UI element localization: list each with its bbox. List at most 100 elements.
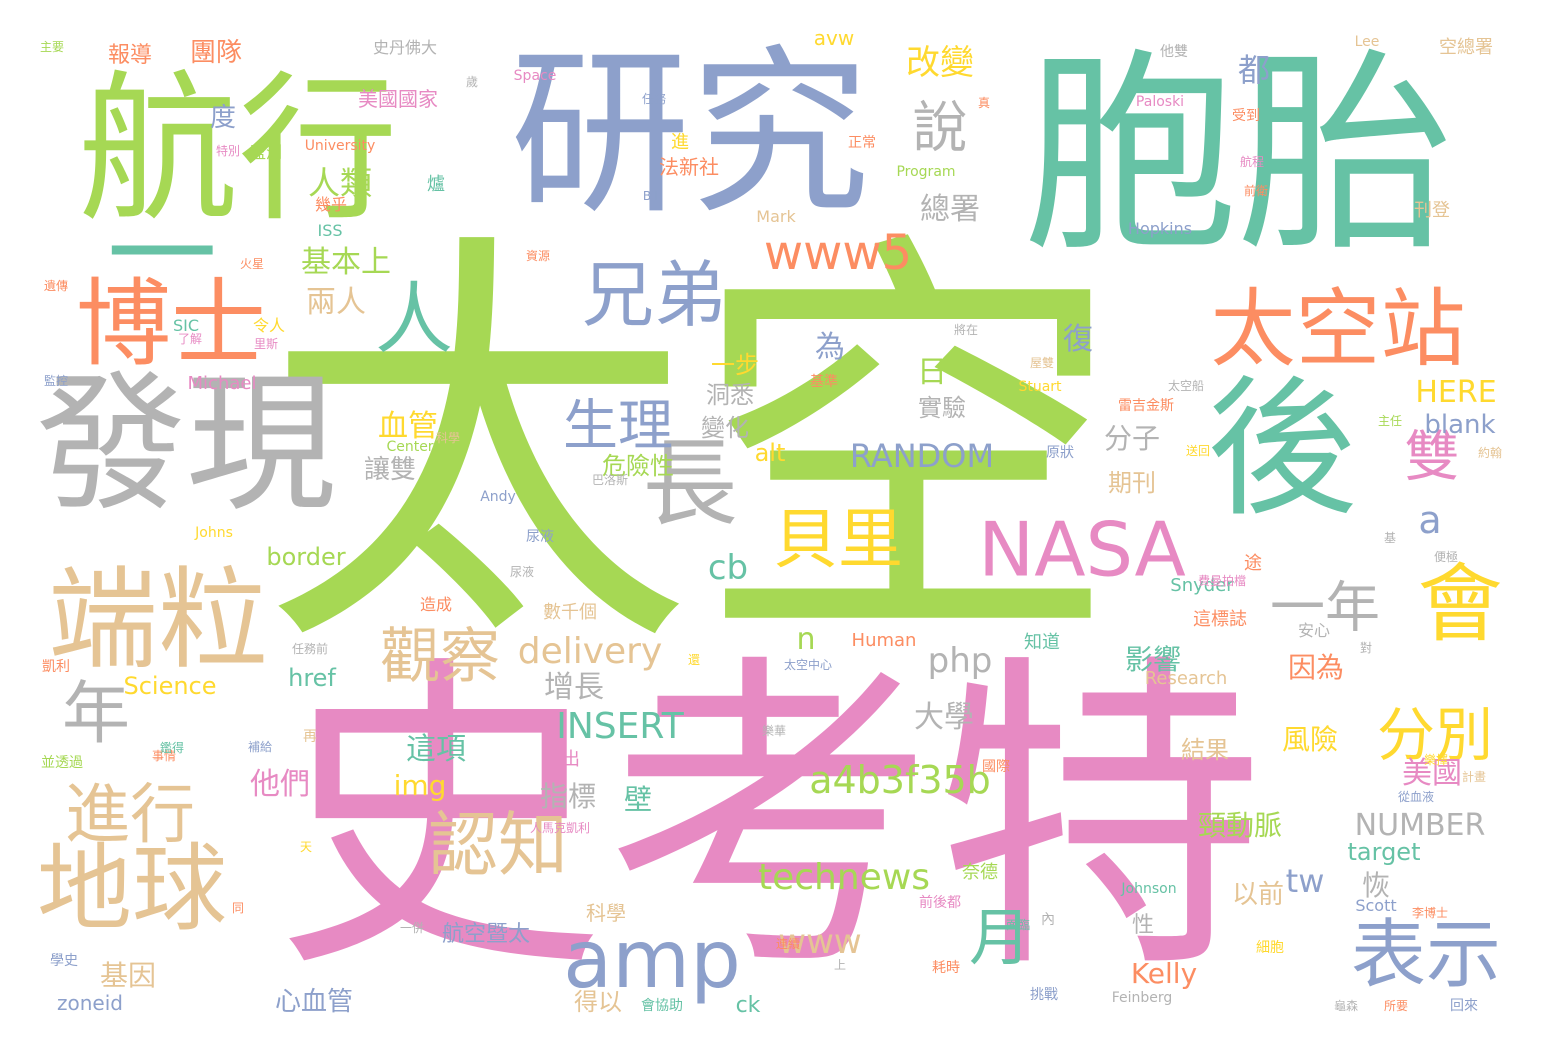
word: 國際: [982, 759, 1010, 775]
word: a4b3f35b: [809, 758, 991, 802]
word: Center: [386, 439, 434, 455]
word: ck: [735, 993, 761, 1018]
word: Program: [896, 164, 956, 180]
word: 太空: [262, 200, 1122, 700]
word: 日: [917, 355, 947, 390]
word: 研究: [509, 30, 871, 239]
word: 主任: [1377, 414, 1403, 428]
word: Scott: [1355, 896, 1397, 915]
word: 風險: [1281, 723, 1339, 756]
word: 對: [1359, 641, 1373, 655]
word: Mark: [756, 207, 796, 226]
word: 美國: [1402, 756, 1462, 791]
word: 航空暨太: [441, 922, 531, 947]
word: 刊登: [1414, 200, 1450, 221]
word: 太空船: [1167, 379, 1205, 393]
word: 雙: [1404, 424, 1460, 489]
word: Andy: [480, 489, 516, 505]
word: 兩人: [306, 285, 366, 320]
word: Feinberg: [1111, 990, 1173, 1006]
word: 太空中心: [783, 658, 833, 672]
word: 里斯: [253, 337, 279, 351]
word: 主要: [39, 40, 65, 54]
word: 事情: [151, 749, 177, 763]
word: 壁: [623, 783, 653, 816]
word: 從血液: [1397, 790, 1435, 804]
word: 造成: [419, 595, 453, 614]
word: 基: [1383, 531, 1397, 545]
word: 受到: [1232, 108, 1260, 124]
word: cb: [707, 548, 749, 588]
word: 期刊: [1108, 469, 1156, 497]
word: Science: [123, 672, 217, 700]
word: 度: [209, 103, 237, 133]
word: 這標誌: [1193, 609, 1247, 630]
word: 太空站: [1210, 280, 1466, 380]
word: 為: [815, 330, 845, 365]
word: 凱利: [42, 659, 70, 675]
word: 後: [1206, 363, 1358, 537]
word: 地球: [36, 834, 228, 945]
word: 團隊: [189, 38, 243, 68]
word: 細胞: [1256, 940, 1284, 956]
word: 原狀: [1046, 445, 1074, 461]
word: 幾乎: [314, 195, 348, 214]
word: 耗時: [932, 960, 960, 976]
word: 觀察: [380, 622, 500, 692]
word: Michael: [187, 373, 257, 394]
word: 長: [642, 429, 738, 540]
word: 改變: [906, 43, 974, 83]
word: 人類: [307, 164, 373, 202]
word: HERE: [1415, 375, 1497, 410]
word: 史考特: [275, 628, 1265, 1012]
word: n: [796, 622, 816, 657]
word: Research: [1144, 668, 1228, 689]
word: 分子: [1103, 422, 1161, 455]
word: 巴洛斯: [591, 473, 629, 487]
word: 航行: [77, 56, 399, 243]
word: 補給: [247, 740, 273, 754]
word: 安心: [1297, 621, 1331, 640]
word: 資源: [525, 249, 551, 263]
word: 空總署: [1439, 37, 1493, 58]
word: 將在: [953, 323, 979, 337]
word: 並透過: [41, 755, 83, 771]
word: 年: [61, 675, 131, 754]
word: 月: [968, 901, 1032, 974]
word: 兄弟: [581, 253, 727, 337]
word: 任務: [641, 92, 667, 106]
word: 一步: [711, 351, 759, 379]
word: 上: [833, 958, 847, 972]
word: 進: [671, 132, 689, 153]
word: 這項: [406, 732, 466, 767]
word: 再: [303, 729, 317, 745]
word: 監測: [249, 143, 283, 162]
word: 約翰: [1477, 446, 1503, 460]
word: INSERT: [556, 706, 684, 747]
word: 正常: [848, 135, 876, 151]
word: Bill: [642, 189, 662, 203]
word: 火星: [239, 257, 265, 271]
word: 說: [912, 95, 968, 160]
word: amp: [563, 913, 741, 1006]
word: 心血管: [274, 987, 354, 1017]
word: NASA: [978, 505, 1186, 594]
word: a: [1418, 498, 1442, 542]
word: Johnson: [1121, 881, 1177, 897]
word: 真: [977, 96, 991, 110]
word: 奈德: [962, 862, 998, 883]
word: 知道: [1024, 632, 1060, 653]
word: 恢: [1361, 869, 1391, 902]
word: avw: [813, 26, 855, 50]
word: 血管: [378, 409, 438, 444]
word: 了解: [177, 332, 203, 346]
word: SIC: [172, 316, 200, 335]
word: 復: [1063, 322, 1093, 357]
word: 數千個: [543, 602, 597, 623]
word: href: [288, 664, 336, 692]
word: 會協助: [641, 998, 683, 1014]
word: 一: [107, 191, 217, 319]
word: technews: [757, 857, 931, 898]
word: 因為: [1287, 651, 1345, 684]
word: 結果: [1181, 736, 1229, 764]
